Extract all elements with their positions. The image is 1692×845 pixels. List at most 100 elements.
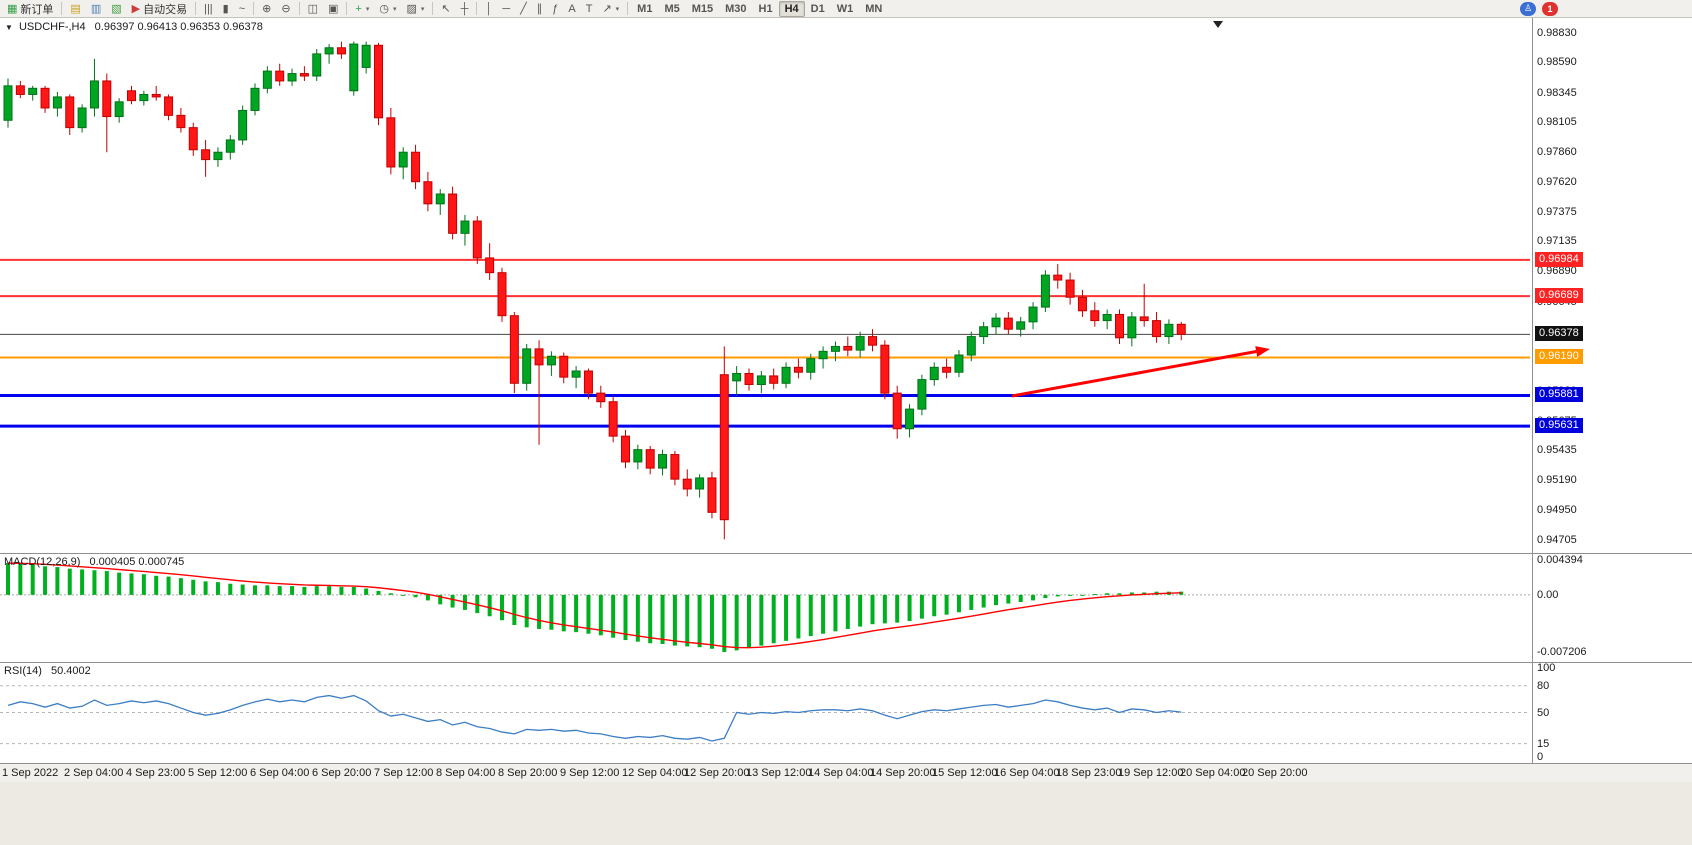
time-axis-label: 20 Sep 04:00 bbox=[1180, 767, 1246, 779]
macd-bar bbox=[141, 574, 146, 595]
price-axis-label: 0.97860 bbox=[1537, 146, 1577, 159]
templates-icon-caret[interactable]: ▾ bbox=[420, 5, 425, 13]
candle bbox=[868, 329, 877, 352]
timeframe-w1-button[interactable]: W1 bbox=[836, 2, 854, 15]
price-axis-label: 0.98590 bbox=[1537, 56, 1577, 69]
time-axis-label: 4 Sep 23:00 bbox=[126, 767, 186, 779]
trendline-icon[interactable]: ╱ bbox=[515, 1, 532, 17]
time-axis-label: 12 Sep 20:00 bbox=[684, 767, 750, 779]
panel-separator[interactable] bbox=[0, 662, 1692, 663]
community-icon[interactable]: ♙ bbox=[1520, 1, 1536, 16]
time-scale[interactable]: 1 Sep 2022 2 Sep 04:00 4 Sep 23:00 5 Sep 12… bbox=[0, 764, 1692, 782]
rsi-indicator-panel[interactable] bbox=[0, 663, 1532, 763]
candle bbox=[830, 341, 840, 362]
candle bbox=[1090, 302, 1100, 327]
one-click-trading-toggle[interactable]: ▼ bbox=[5, 23, 13, 32]
cascade-windows-icon[interactable]: ▣ bbox=[323, 1, 343, 17]
macd-bar bbox=[697, 594, 702, 648]
candle bbox=[670, 450, 680, 486]
channel-icon[interactable]: ∥ bbox=[532, 1, 548, 17]
timeframe-h4-button[interactable]: H4 bbox=[778, 0, 805, 17]
text-icon[interactable]: A bbox=[563, 1, 580, 17]
timeframe-mn-button[interactable]: MN bbox=[865, 2, 883, 15]
candle bbox=[151, 85, 161, 101]
macd-bar bbox=[561, 594, 566, 632]
toolbar-separator bbox=[253, 2, 255, 15]
macd-bar bbox=[685, 594, 690, 647]
timeframe-d1-button[interactable]: D1 bbox=[810, 2, 825, 15]
candlestick-mode-icon: ▮ bbox=[222, 2, 229, 15]
arrows-tool-icon[interactable]: ↗ ▾ bbox=[597, 1, 624, 17]
periods-icon: ◷ bbox=[379, 2, 389, 15]
zoom-out-icon: ⊖ bbox=[281, 2, 291, 15]
panel-separator[interactable] bbox=[0, 553, 1692, 554]
market-watch-icon[interactable]: ▤ bbox=[65, 1, 85, 17]
macd-bar bbox=[1068, 594, 1073, 596]
candle bbox=[139, 90, 149, 106]
text-label-icon[interactable]: T bbox=[581, 1, 598, 17]
zoom-out-icon[interactable]: ⊖ bbox=[276, 1, 295, 17]
arrows-tool-icon-caret[interactable]: ▾ bbox=[615, 5, 620, 13]
macd-bar bbox=[771, 594, 776, 644]
candlestick-mode-icon[interactable]: ▮ bbox=[218, 1, 234, 17]
line-chart-mode-icon[interactable]: ~ bbox=[234, 1, 250, 17]
fibonacci-icon[interactable]: ƒ bbox=[547, 1, 563, 17]
candle bbox=[892, 385, 902, 439]
periods-icon-caret[interactable]: ▾ bbox=[392, 5, 397, 13]
crosshair-icon[interactable]: ┼ bbox=[456, 1, 474, 17]
vertical-line-icon[interactable]: │ bbox=[480, 1, 497, 17]
rsi-axis-label: 15 bbox=[1537, 737, 1550, 750]
macd-indicator-panel[interactable] bbox=[0, 554, 1532, 662]
macd-bar bbox=[845, 594, 850, 629]
autotrade-button-label: 自动交易 bbox=[143, 3, 188, 16]
bar-chart-mode-icon[interactable]: ||| bbox=[199, 1, 218, 17]
periods-icon[interactable]: ◷ ▾ bbox=[374, 1, 401, 17]
macd-bar bbox=[512, 594, 517, 625]
macd-bar bbox=[1117, 593, 1122, 595]
tile-windows-icon[interactable]: ◫ bbox=[303, 1, 323, 17]
text-icon: A bbox=[568, 2, 576, 15]
price-chart[interactable] bbox=[0, 18, 1532, 553]
timeframe-m1-button[interactable]: M1 bbox=[637, 2, 653, 15]
macd-bar bbox=[759, 594, 764, 646]
macd-bar bbox=[339, 586, 344, 595]
candle bbox=[880, 340, 890, 400]
candle bbox=[213, 147, 223, 167]
time-axis-label: 8 Sep 04:00 bbox=[436, 767, 496, 779]
navigator-icon[interactable]: ▧ bbox=[106, 1, 126, 17]
candle bbox=[324, 44, 334, 64]
symbol-period-text: USDCHF-,H4 bbox=[18, 21, 86, 33]
indicators-icon-caret[interactable]: ▾ bbox=[365, 5, 370, 13]
toolbar-separator bbox=[61, 2, 63, 15]
price-axis-label: 0.95435 bbox=[1537, 444, 1577, 457]
fibonacci-icon: ƒ bbox=[552, 2, 559, 15]
scale-separator bbox=[1532, 18, 1533, 763]
timeframe-h1-button[interactable]: H1 bbox=[758, 2, 773, 15]
notifications-badge[interactable]: 1 bbox=[1542, 1, 1558, 16]
templates-icon[interactable]: ▨ ▾ bbox=[402, 1, 430, 17]
timeframe-m5-button[interactable]: M5 bbox=[664, 2, 680, 15]
price-scale[interactable]: 0.98830 0.98590 0.98345 0.98105 0.97860 0.976… bbox=[1533, 18, 1692, 763]
trendline-icon: ╱ bbox=[520, 2, 527, 15]
macd-bar bbox=[981, 594, 986, 608]
autotrade-button[interactable]: ▶ 自动交易 bbox=[127, 1, 192, 17]
macd-axis-label: -0.007206 bbox=[1537, 645, 1587, 658]
macd-bar bbox=[364, 588, 369, 595]
price-axis-label: 0.98345 bbox=[1537, 86, 1577, 99]
cursor-icon[interactable]: ↖ bbox=[436, 1, 455, 17]
zoom-in-icon[interactable]: ⊕ bbox=[257, 1, 276, 17]
macd-bar bbox=[870, 594, 875, 625]
candle bbox=[472, 216, 482, 265]
indicators-icon[interactable]: + ▾ bbox=[350, 1, 374, 17]
new-order-button[interactable]: ▦ 新订单 bbox=[2, 1, 58, 17]
timeframe-m30-button[interactable]: M30 bbox=[725, 2, 747, 15]
data-window-icon[interactable]: ▥ bbox=[86, 1, 106, 17]
trend-arrow[interactable] bbox=[1011, 350, 1257, 398]
horizontal-line-icon[interactable]: ─ bbox=[497, 1, 515, 17]
candle bbox=[423, 171, 433, 212]
timeframe-m15-button[interactable]: M15 bbox=[691, 2, 714, 15]
chart-shift-marker[interactable] bbox=[1213, 21, 1223, 28]
candle bbox=[28, 85, 38, 101]
toolbar-separator bbox=[346, 2, 348, 15]
candle bbox=[188, 122, 198, 156]
